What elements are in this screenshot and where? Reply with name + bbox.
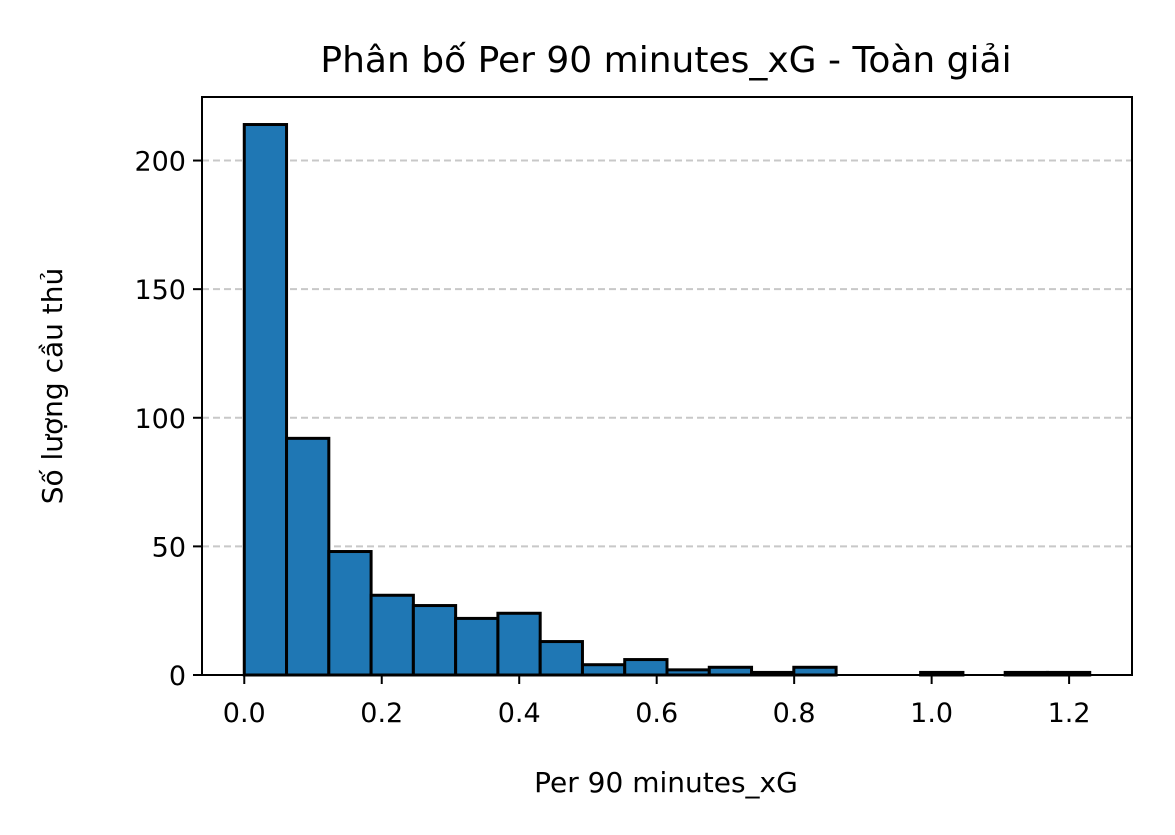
x-tick-label: 1.2 <box>1048 698 1091 729</box>
x-axis-label: Per 90 minutes_xG <box>534 766 798 799</box>
histogram-bar <box>242 123 289 677</box>
histogram-bar <box>580 663 627 677</box>
histogram-bar <box>538 640 584 677</box>
y-tick-label: 100 <box>134 404 186 435</box>
x-axis-ticks: 0.0 0.2 0.4 0.6 0.8 1.0 1.2 <box>223 675 1091 729</box>
x-tick-label: 1.0 <box>910 698 953 729</box>
y-tick-label: 50 <box>152 532 186 563</box>
x-tick-label: 0.2 <box>360 698 403 729</box>
x-tick-label: 0.0 <box>223 698 266 729</box>
y-tick-label: 150 <box>134 275 186 306</box>
plot-frame <box>201 96 1133 676</box>
x-tick-label: 0.6 <box>635 698 678 729</box>
histogram-bar <box>496 611 542 677</box>
y-tick-label: 0 <box>169 661 186 692</box>
histogram-bar <box>327 550 373 677</box>
histogram-bar <box>411 604 458 677</box>
grid-lines <box>202 159 1132 548</box>
y-tick-label: 200 <box>134 147 186 178</box>
y-axis-ticks: 0 50 100 150 200 <box>134 147 202 692</box>
y-axis-label: Số lượng cầu thủ <box>36 268 69 505</box>
x-tick-label: 0.4 <box>498 698 541 729</box>
histogram-bar <box>623 658 669 677</box>
x-tick-label: 0.8 <box>773 698 816 729</box>
histogram-bar <box>707 665 754 677</box>
histogram-bar <box>285 436 331 677</box>
histogram-bar <box>369 593 415 677</box>
bars <box>242 123 1092 677</box>
histogram-bar <box>792 665 838 677</box>
histogram-bar <box>454 616 500 677</box>
chart-title: Phân bố Per 90 minutes_xG - Toàn giải <box>320 40 1011 81</box>
